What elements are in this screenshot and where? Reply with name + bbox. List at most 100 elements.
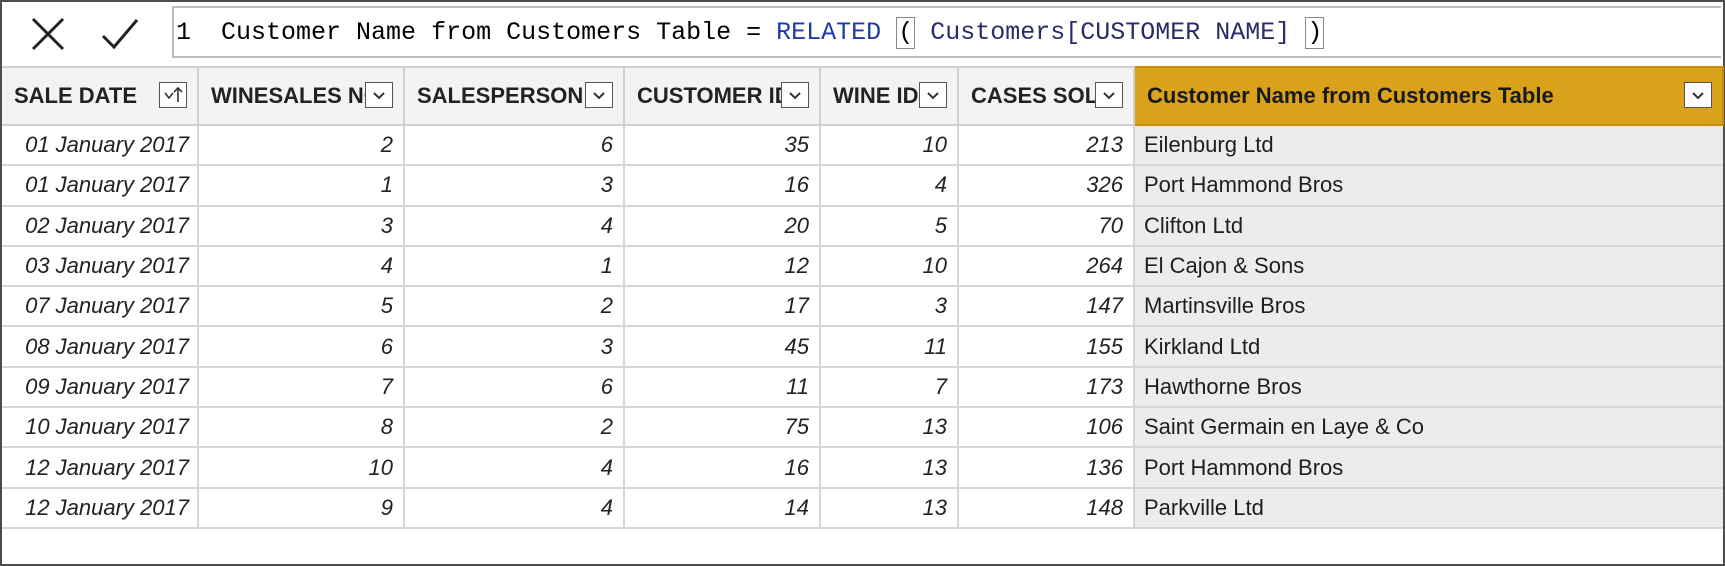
cell-winesales-no[interactable]: 8 <box>198 407 405 449</box>
cell-cases-sold[interactable]: 173 <box>958 366 1135 409</box>
cell-cases-sold[interactable]: 155 <box>958 326 1135 368</box>
cell-customer-name[interactable]: Parkville Ltd <box>1134 487 1723 529</box>
cell-winesales-no[interactable]: 4 <box>198 245 405 288</box>
cell-salesperson-id[interactable]: 2 <box>404 286 625 328</box>
cell-customer-id[interactable]: 20 <box>624 205 821 247</box>
cancel-formula-button[interactable] <box>16 8 80 60</box>
cell-sale-date[interactable]: 01 January 2017 <box>2 125 199 167</box>
cell-sale-date[interactable]: 03 January 2017 <box>2 245 199 288</box>
commit-formula-button[interactable] <box>88 8 152 60</box>
column-header-winesales-no[interactable]: WINESALES NO <box>198 66 405 126</box>
cell-sale-date[interactable]: 10 January 2017 <box>2 407 199 449</box>
cell-customer-id[interactable]: 14 <box>624 487 821 529</box>
cell-customer-name[interactable]: Port Hammond Bros <box>1134 447 1723 489</box>
cell-customer-name[interactable]: Martinsville Bros <box>1134 286 1723 328</box>
table-row[interactable]: 12 January 2017 10 4 16 13 136 Port Hammond Br… <box>2 447 1723 489</box>
cell-wine-id[interactable]: 10 <box>820 125 959 167</box>
table-row[interactable]: 02 January 2017 3 4 20 5 70 Clifton Ltd <box>2 205 1723 247</box>
cell-customer-name[interactable]: El Cajon & Sons <box>1134 245 1723 288</box>
column-header-salesperson-id[interactable]: SALESPERSON ID <box>404 66 625 126</box>
cell-salesperson-id[interactable]: 4 <box>404 447 625 489</box>
dropdown-arrow-icon[interactable] <box>781 82 809 108</box>
column-header-cases-sold[interactable]: CASES SOLD <box>958 66 1135 126</box>
cell-salesperson-id[interactable]: 4 <box>404 487 625 529</box>
cell-wine-id[interactable]: 13 <box>820 487 959 529</box>
formula-equals: = <box>746 18 762 47</box>
cell-winesales-no[interactable]: 3 <box>198 205 405 247</box>
cell-wine-id[interactable]: 4 <box>820 165 959 207</box>
table-row[interactable]: 10 January 2017 8 2 75 13 106 Saint Germain en… <box>2 407 1723 449</box>
cell-wine-id[interactable]: 3 <box>820 286 959 328</box>
table-row[interactable]: 07 January 2017 5 2 17 3 147 Martinsville Bros <box>2 286 1723 328</box>
dropdown-arrow-icon[interactable] <box>919 82 947 108</box>
table-row[interactable]: 03 January 2017 4 1 12 10 264 El Cajon & Sons <box>2 245 1723 288</box>
cell-winesales-no[interactable]: 1 <box>198 165 405 207</box>
cell-customer-name[interactable]: Saint Germain en Laye & Co <box>1134 407 1723 449</box>
table-row[interactable]: 09 January 2017 7 6 11 7 173 Hawthorne Bros <box>2 366 1723 409</box>
cell-winesales-no[interactable]: 2 <box>198 125 405 167</box>
cell-cases-sold[interactable]: 326 <box>958 165 1135 207</box>
cell-winesales-no[interactable]: 7 <box>198 366 405 409</box>
cell-customer-name[interactable]: Kirkland Ltd <box>1134 326 1723 368</box>
cell-customer-name[interactable]: Eilenburg Ltd <box>1134 125 1723 167</box>
cell-cases-sold[interactable]: 136 <box>958 447 1135 489</box>
cell-winesales-no[interactable]: 5 <box>198 286 405 328</box>
cell-wine-id[interactable]: 13 <box>820 447 959 489</box>
cell-cases-sold[interactable]: 147 <box>958 286 1135 328</box>
cell-customer-id[interactable]: 12 <box>624 245 821 288</box>
cell-customer-id[interactable]: 75 <box>624 407 821 449</box>
cell-salesperson-id[interactable]: 2 <box>404 407 625 449</box>
column-header-sale-date[interactable]: SALE DATE <box>2 66 199 126</box>
formula-measure-name: Customer Name from Customers Table <box>221 18 732 47</box>
cell-salesperson-id[interactable]: 3 <box>404 165 625 207</box>
cell-winesales-no[interactable]: 9 <box>198 487 405 529</box>
cell-customer-id[interactable]: 17 <box>624 286 821 328</box>
cell-cases-sold[interactable]: 148 <box>958 487 1135 529</box>
formula-function: RELATED <box>776 18 882 47</box>
cell-sale-date[interactable]: 01 January 2017 <box>2 165 199 207</box>
cell-cases-sold[interactable]: 106 <box>958 407 1135 449</box>
column-header-customer-name[interactable]: Customer Name from Customers Table <box>1134 66 1724 126</box>
table-row[interactable]: 01 January 2017 2 6 35 10 213 Eilenburg Ltd <box>2 125 1723 167</box>
formula-input[interactable]: 1 Customer Name from Customers Table = R… <box>172 6 1721 58</box>
cell-wine-id[interactable]: 10 <box>820 245 959 288</box>
cell-customer-name[interactable]: Hawthorne Bros <box>1134 366 1723 409</box>
sort-ascending-icon[interactable] <box>159 82 187 108</box>
cell-salesperson-id[interactable]: 3 <box>404 326 625 368</box>
cell-sale-date[interactable]: 09 January 2017 <box>2 366 199 409</box>
cell-customer-id[interactable]: 35 <box>624 125 821 167</box>
cell-customer-id[interactable]: 45 <box>624 326 821 368</box>
cell-sale-date[interactable]: 12 January 2017 <box>2 447 199 489</box>
cell-cases-sold[interactable]: 213 <box>958 125 1135 167</box>
cell-cases-sold[interactable]: 70 <box>958 205 1135 247</box>
cell-customer-id[interactable]: 16 <box>624 447 821 489</box>
dropdown-arrow-icon[interactable] <box>365 82 393 108</box>
table-row[interactable]: 01 January 2017 1 3 16 4 326 Port Hammond Bros <box>2 165 1723 207</box>
cell-sale-date[interactable]: 07 January 2017 <box>2 286 199 328</box>
dropdown-arrow-icon[interactable] <box>1684 82 1712 108</box>
column-header-wine-id[interactable]: WINE ID <box>820 66 959 126</box>
cell-wine-id[interactable]: 7 <box>820 366 959 409</box>
cell-wine-id[interactable]: 13 <box>820 407 959 449</box>
cell-sale-date[interactable]: 12 January 2017 <box>2 487 199 529</box>
dropdown-arrow-icon[interactable] <box>585 82 613 108</box>
cell-winesales-no[interactable]: 6 <box>198 326 405 368</box>
table-row[interactable]: 12 January 2017 9 4 14 13 148 Parkville Ltd <box>2 487 1723 529</box>
cell-customer-name[interactable]: Port Hammond Bros <box>1134 165 1723 207</box>
cell-salesperson-id[interactable]: 1 <box>404 245 625 288</box>
cell-wine-id[interactable]: 5 <box>820 205 959 247</box>
cell-wine-id[interactable]: 11 <box>820 326 959 368</box>
cell-customer-id[interactable]: 11 <box>624 366 821 409</box>
cell-sale-date[interactable]: 02 January 2017 <box>2 205 199 247</box>
cell-winesales-no[interactable]: 10 <box>198 447 405 489</box>
cell-salesperson-id[interactable]: 6 <box>404 366 625 409</box>
cell-customer-name[interactable]: Clifton Ltd <box>1134 205 1723 247</box>
table-row[interactable]: 08 January 2017 6 3 45 11 155 Kirkland Ltd <box>2 326 1723 368</box>
column-header-customer-id[interactable]: CUSTOMER ID <box>624 66 821 126</box>
cell-salesperson-id[interactable]: 6 <box>404 125 625 167</box>
cell-salesperson-id[interactable]: 4 <box>404 205 625 247</box>
cell-customer-id[interactable]: 16 <box>624 165 821 207</box>
cell-cases-sold[interactable]: 264 <box>958 245 1135 288</box>
dropdown-arrow-icon[interactable] <box>1095 82 1123 108</box>
cell-sale-date[interactable]: 08 January 2017 <box>2 326 199 368</box>
